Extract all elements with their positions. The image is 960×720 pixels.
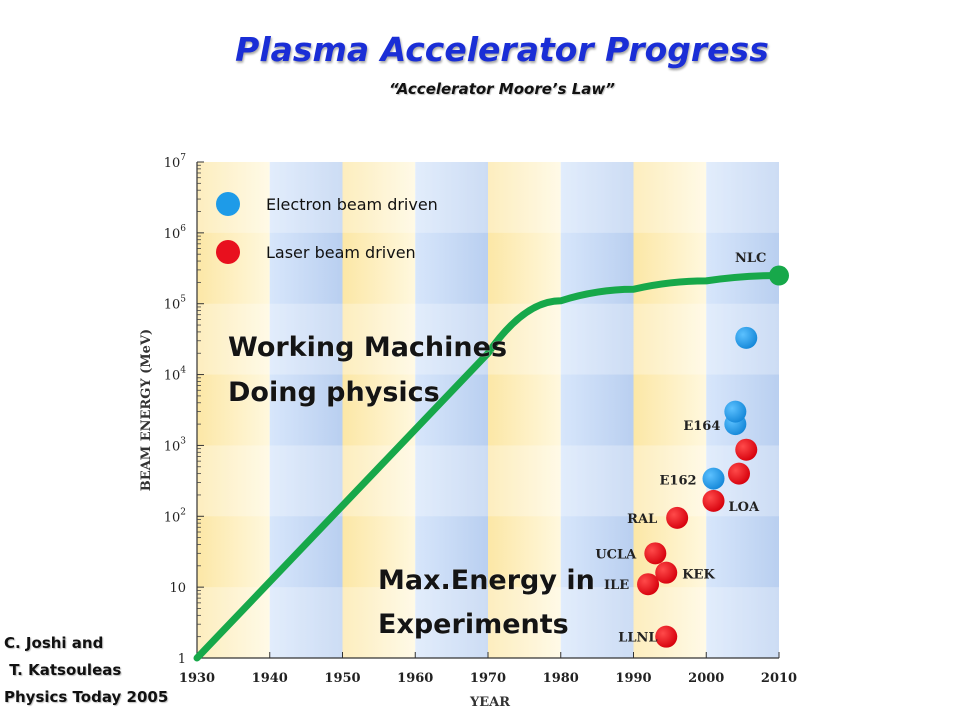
row-bands <box>197 162 779 658</box>
annotations: NLC Working Machines Doing physics Max.Ener… <box>228 251 767 641</box>
point-label: E164 <box>683 419 720 434</box>
annotation-text: Working Machines <box>228 332 507 363</box>
x-axis-title: YEAR <box>469 695 510 710</box>
annotation-text: Doing physics <box>228 377 440 408</box>
y-tick-label: 102 <box>164 507 186 525</box>
annotation-text: Max.Energy in <box>378 565 595 596</box>
y-tick-label: 104 <box>164 366 187 384</box>
point-label: UCLA <box>595 547 637 562</box>
x-tick-label: 1950 <box>324 671 360 686</box>
citation: C. Joshi and T. Katsouleas Physics Today… <box>4 630 168 711</box>
x-tick-label: 2000 <box>688 671 724 686</box>
x-tick-label: 1940 <box>252 671 288 686</box>
page-subtitle: “Accelerator Moore’s Law” <box>389 80 615 98</box>
row-band <box>197 303 779 375</box>
y-tick-label: 107 <box>164 153 187 171</box>
points-layer <box>637 326 758 648</box>
laser-beam-point <box>644 542 667 565</box>
legend-label: Laser beam driven <box>266 243 416 262</box>
laser-beam-point <box>637 573 660 596</box>
decade-panel <box>488 162 561 658</box>
page-title: Plasma Accelerator Progress <box>235 30 769 69</box>
electron-beam-point <box>735 326 758 349</box>
x-tick-label: 1960 <box>397 671 433 686</box>
x-tick-label: 1930 <box>179 671 215 686</box>
y-tick-label: 103 <box>164 436 187 454</box>
decade-panel <box>197 162 270 658</box>
x-tick-label: 1970 <box>470 671 506 686</box>
laser-beam-point <box>666 506 689 529</box>
point-label: LOA <box>729 500 760 515</box>
annotation-text: Experiments <box>378 609 569 640</box>
trend-line <box>193 272 783 662</box>
laser-beam-point <box>702 489 725 512</box>
laser-beam-point <box>655 561 678 584</box>
laser-beam-point <box>655 625 678 648</box>
point-labels: E162 E164 LLNL ILE UCLA KEK RAL LOA <box>595 419 760 646</box>
electron-beam-point <box>724 400 747 423</box>
citation-line: Physics Today 2005 <box>4 688 169 706</box>
y-tick-label: 105 <box>164 295 187 313</box>
row-band <box>197 162 779 233</box>
laser-beam-point <box>735 438 758 461</box>
y-tick-label: 106 <box>164 224 187 242</box>
x-tick-label: 1980 <box>543 671 579 686</box>
point-label: RAL <box>627 512 657 527</box>
point-label: LLNL <box>618 631 657 646</box>
point-label: E162 <box>660 474 697 489</box>
y-axis-title: BEAM ENERGY (MeV) <box>139 329 154 491</box>
point-label: KEK <box>682 568 715 583</box>
trend-endpoint <box>769 265 789 286</box>
row-band <box>197 445 779 517</box>
laser-beam-point <box>727 462 750 485</box>
legend-label: Electron beam driven <box>266 195 438 214</box>
trend-layer <box>193 265 789 662</box>
point-label: ILE <box>604 578 629 593</box>
axes <box>196 161 780 659</box>
nlc-label: NLC <box>735 251 766 266</box>
y-tick-label: 1 <box>178 652 186 667</box>
citation-line: T. Katsouleas <box>4 661 122 679</box>
legend-marker <box>216 192 240 216</box>
decade-panel <box>269 162 343 658</box>
x-tick-label: 2010 <box>761 671 797 686</box>
row-band <box>197 587 779 658</box>
citation-line: C. Joshi and <box>4 634 104 652</box>
decade-panel <box>415 162 488 658</box>
decade-panel <box>560 162 634 658</box>
x-tick-label: 1990 <box>615 671 651 686</box>
y-tick-label: 10 <box>169 581 186 596</box>
legend: Electron beam driven Laser beam driven <box>216 192 438 264</box>
legend-marker <box>216 240 240 264</box>
decade-panel <box>342 162 416 658</box>
electron-beam-point <box>702 467 725 490</box>
